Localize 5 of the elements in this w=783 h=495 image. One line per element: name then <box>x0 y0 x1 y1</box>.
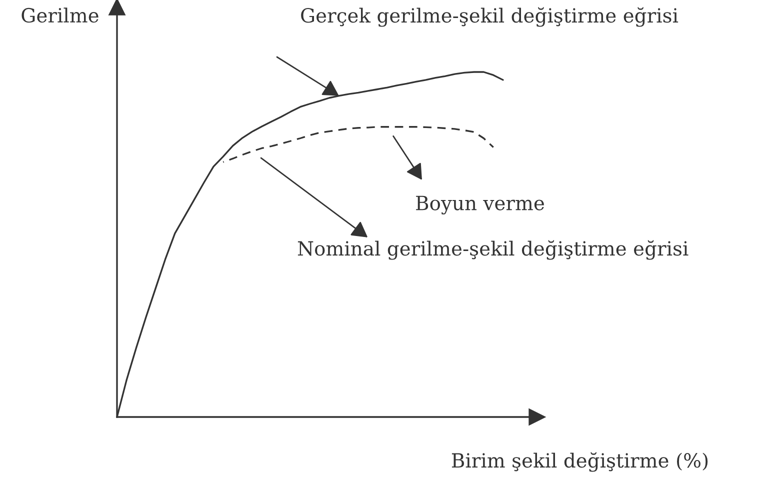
legend-label: Nominal gerilme-şekil değiştirme eğrisi <box>298 240 688 260</box>
y-axis-title: Gerilme <box>22 8 98 23</box>
text: Gerçek gerilme-şekil değiştirme eğrisi <box>301 7 678 27</box>
annotation: Boyun verme <box>416 196 544 214</box>
x-axis-title: Birim şekil değiştirme (%) <box>452 452 708 472</box>
